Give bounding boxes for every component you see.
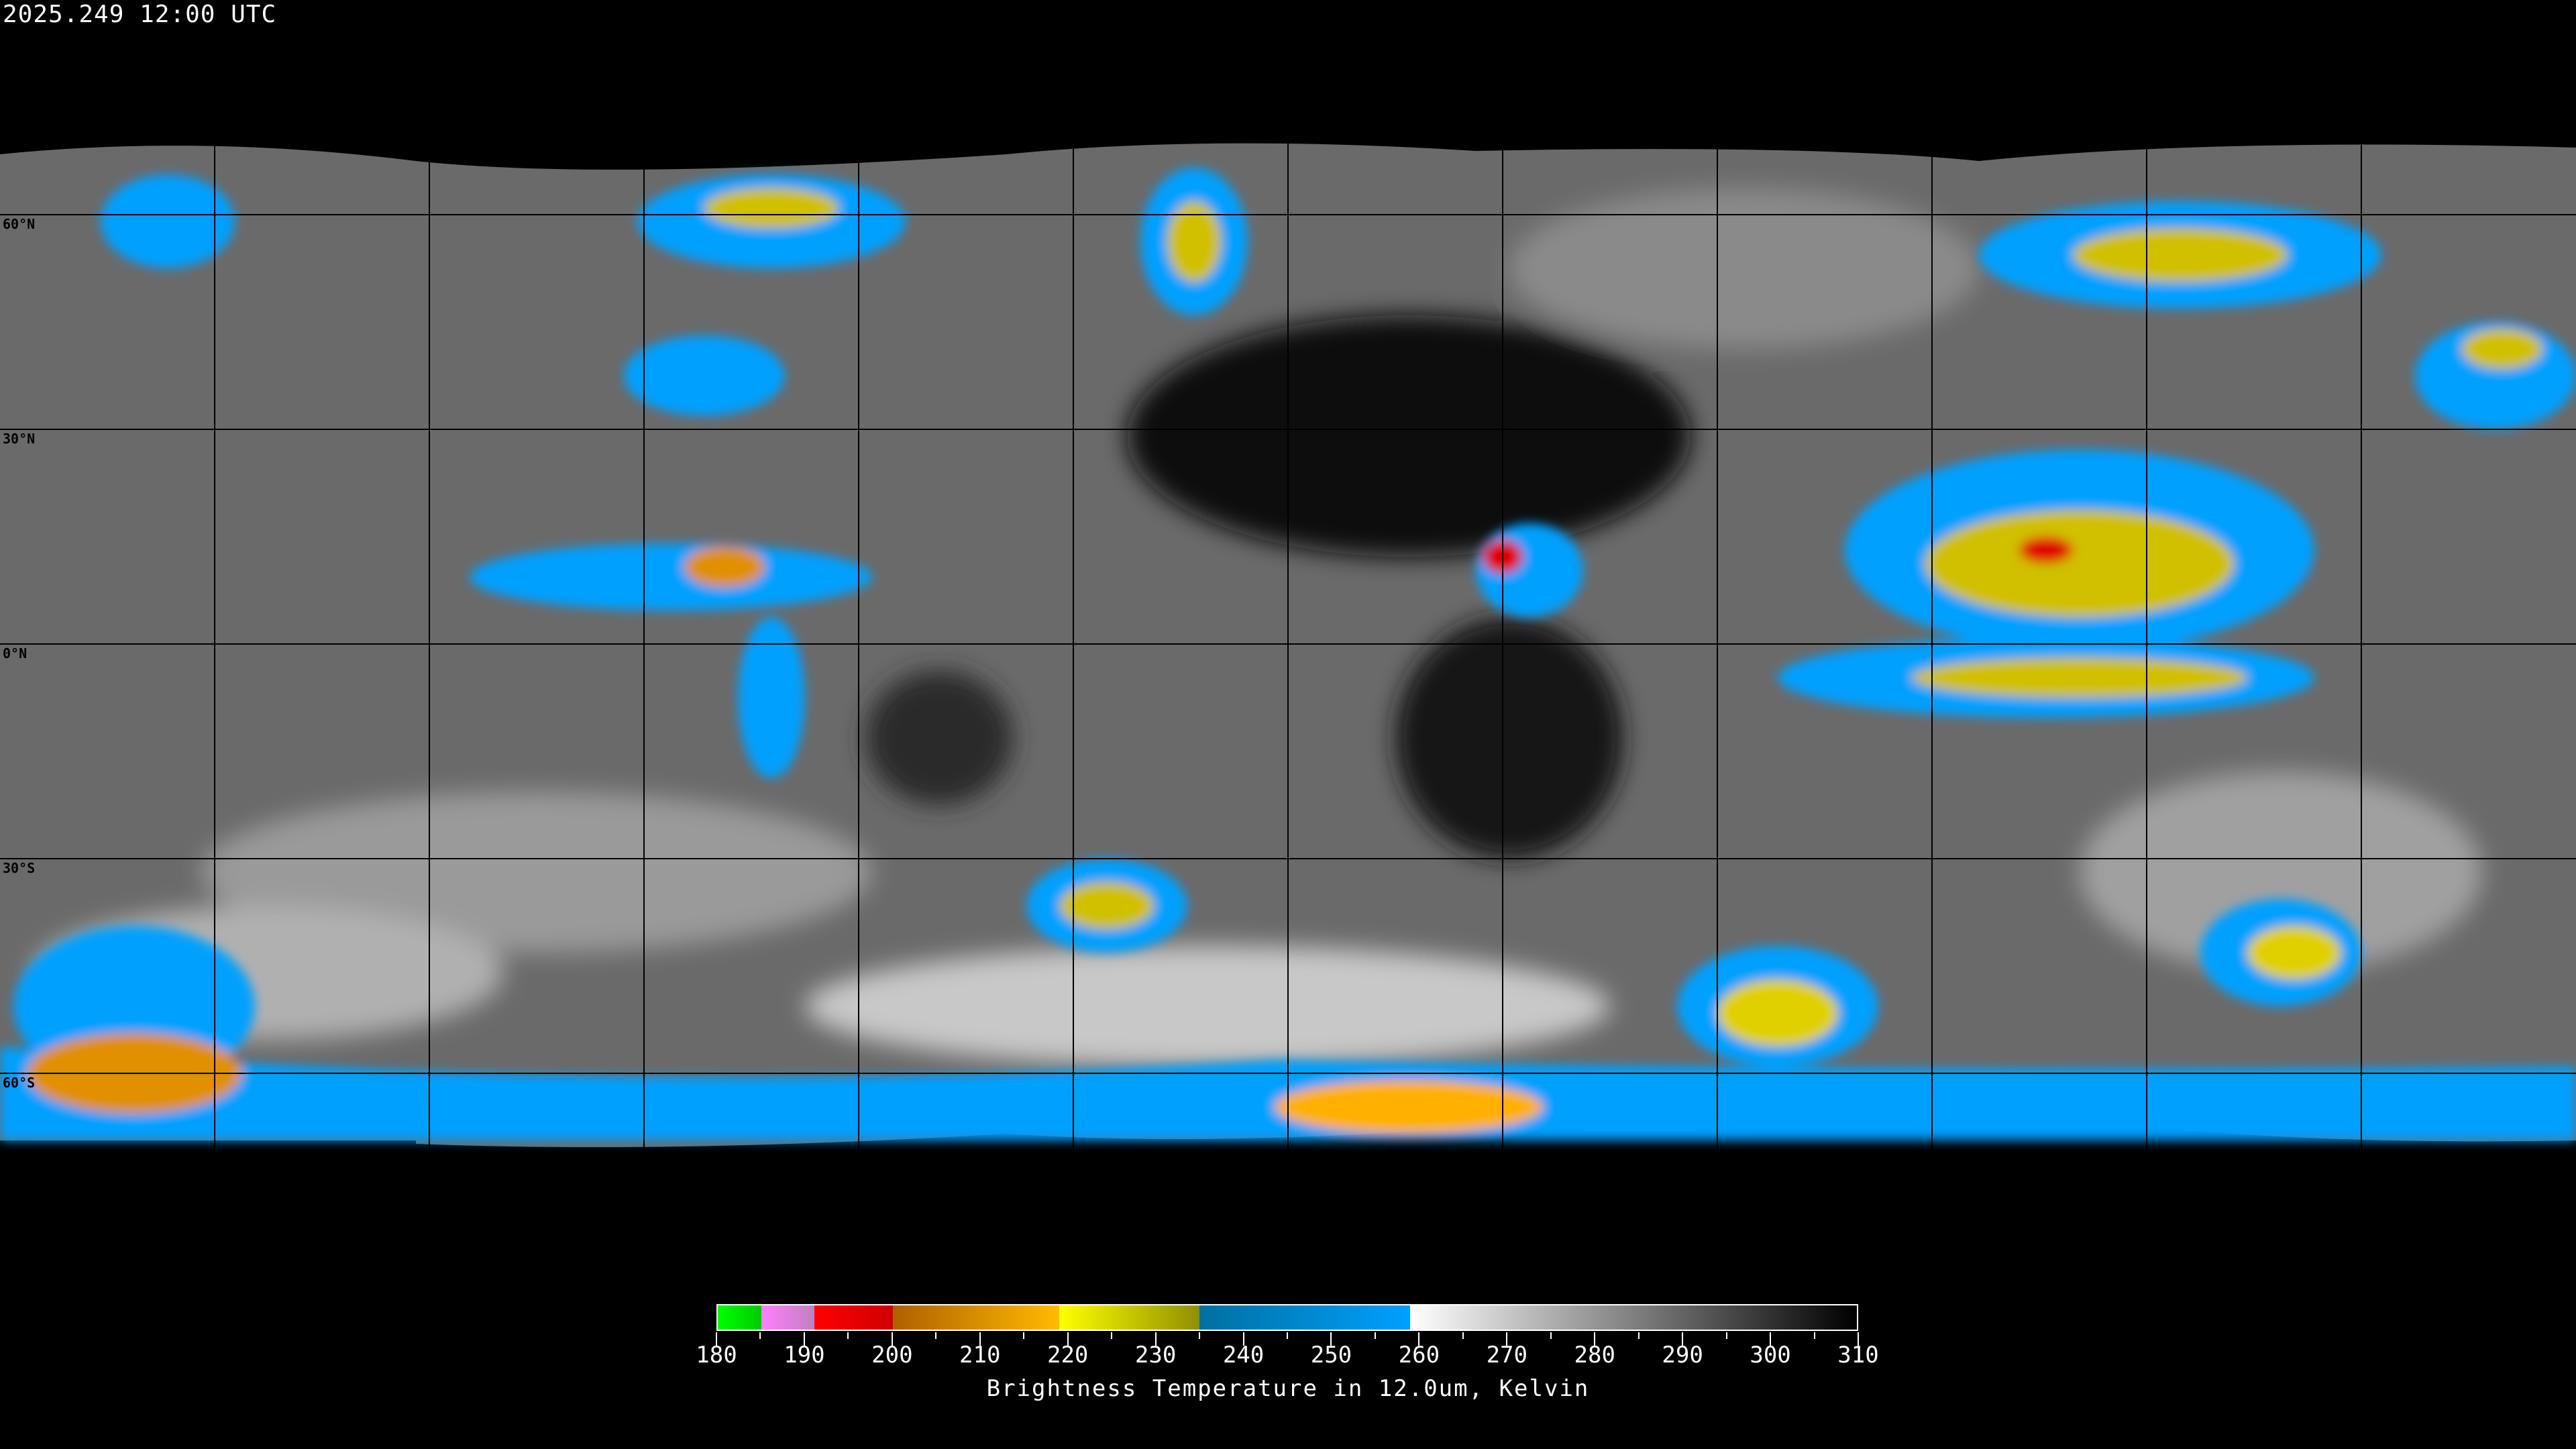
colorbar-tick (1813, 1332, 1815, 1339)
graticule (0, 0, 2576, 1288)
colorbar-tick (1506, 1332, 1508, 1346)
lat-label-30n: 30°N (3, 431, 36, 447)
colorbar-tick (1374, 1332, 1376, 1339)
colorbar-segment (1409, 1305, 1857, 1330)
colorbar-tick-label: 260 (1398, 1342, 1440, 1368)
colorbar-tick-label: 180 (696, 1342, 737, 1368)
colorbar-tick-label: 280 (1574, 1342, 1615, 1368)
colorbar-tick (1462, 1332, 1464, 1339)
colorbar-segment (1059, 1305, 1200, 1330)
colorbar-tick-label: 250 (1310, 1342, 1352, 1368)
lat-label-0n: 0°N (3, 645, 28, 661)
colorbar-tick-label: 310 (1837, 1342, 1879, 1368)
colorbar-tick (716, 1332, 717, 1346)
colorbar-segment (1199, 1305, 1410, 1330)
colorbar-tick (1242, 1332, 1244, 1346)
colorbar-tick (1287, 1332, 1288, 1339)
colorbar-tick (935, 1332, 937, 1339)
colorbar-segment (814, 1305, 894, 1330)
colorbar-tick (1155, 1332, 1157, 1346)
colorbar-tick (1725, 1332, 1727, 1339)
colorbar-tick (1023, 1332, 1025, 1339)
colorbar-tick-label: 190 (784, 1342, 825, 1368)
colorbar-tick (1594, 1332, 1596, 1346)
colorbar-tick (1638, 1332, 1640, 1339)
satellite-map (0, 0, 2576, 1288)
colorbar-tick (1418, 1332, 1420, 1346)
colorbar-tick-label: 290 (1662, 1342, 1703, 1368)
lat-label-60s: 60°S (3, 1075, 36, 1091)
colorbar-segment (718, 1305, 762, 1330)
colorbar-tick (803, 1332, 805, 1346)
colorbar-tick (1550, 1332, 1552, 1339)
colorbar-tick-label: 210 (959, 1342, 1001, 1368)
colorbar-tick (847, 1332, 849, 1339)
colorbar-tick-label: 220 (1046, 1342, 1089, 1368)
colorbar-tick (1111, 1332, 1113, 1339)
colorbar-tick (891, 1332, 893, 1346)
colorbar-segment (761, 1305, 814, 1330)
colorbar-tick (1682, 1332, 1684, 1346)
colorbar-tick (1199, 1332, 1201, 1339)
colorbar-tick (1330, 1332, 1332, 1346)
colorbar-tick (1770, 1332, 1772, 1346)
colorbar-tick-label: 240 (1222, 1342, 1265, 1368)
colorbar-tick (1858, 1332, 1859, 1346)
colorbar-tick (979, 1332, 981, 1346)
colorbar-tick-label: 200 (871, 1342, 913, 1368)
lat-label-30s: 30°S (3, 860, 36, 876)
colorbar-title: Brightness Temperature in 12.0um, Kelvin (986, 1375, 1590, 1402)
colorbar-tick (1067, 1332, 1069, 1346)
colorbar-segment (893, 1305, 1060, 1330)
colorbar-tick (759, 1332, 761, 1339)
colorbar (716, 1304, 1858, 1331)
timestamp: 2025.249 12:00 UTC (3, 1, 277, 28)
colorbar-tick-label: 230 (1134, 1342, 1177, 1368)
lat-label-60n: 60°N (3, 216, 36, 232)
colorbar-tick-label: 270 (1486, 1342, 1528, 1368)
colorbar-ticks (716, 1332, 1859, 1346)
colorbar-tick-label: 300 (1750, 1342, 1791, 1368)
